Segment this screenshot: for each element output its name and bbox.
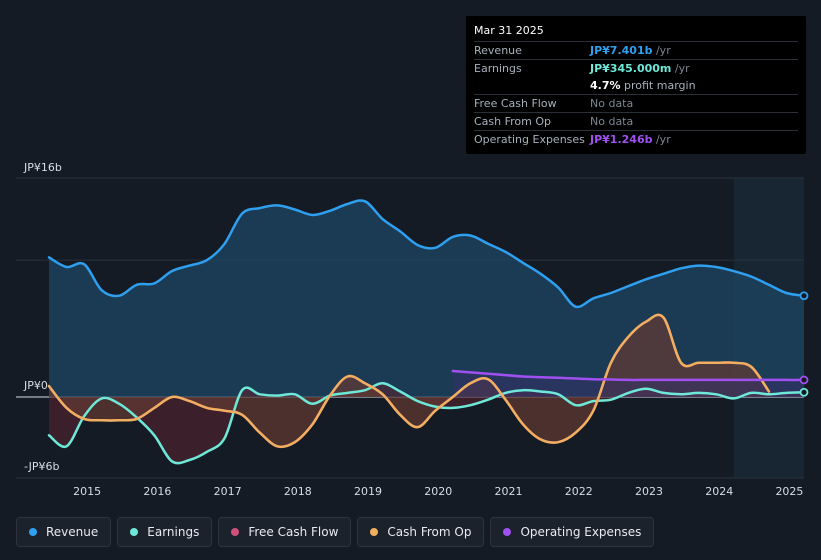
legend-dot-icon: [231, 528, 240, 536]
legend-label: Free Cash Flow: [248, 525, 339, 539]
legend-label: Revenue: [46, 525, 99, 539]
x-tick-label: 2015: [73, 485, 101, 498]
line-revenue: [47, 199, 806, 309]
legend-revenue[interactable]: Revenue: [16, 517, 112, 547]
tooltip-label: Operating Expenses: [474, 133, 585, 146]
legend-label: Operating Expenses: [520, 525, 642, 539]
tooltip-label: Cash From Op: [474, 115, 552, 128]
x-tick-label: 2017: [214, 485, 242, 498]
area-free-cash-flow: [49, 314, 769, 447]
y-tick-label: JP¥16b: [23, 161, 62, 174]
legend-dot-icon: [370, 528, 379, 536]
tooltip: Mar 31 2025 Revenue JP¥7.401b /yr Earnin…: [466, 16, 806, 154]
y-tick-label: JP¥0: [23, 379, 48, 392]
line-operating-expenses: [451, 369, 806, 382]
tooltip-label: Free Cash Flow: [474, 97, 557, 110]
area-revenue: [49, 200, 804, 397]
tooltip-unit: /yr: [652, 44, 671, 57]
x-tick-label: 2022: [565, 485, 593, 498]
legend-dot-icon: [29, 528, 37, 536]
legend-dot-icon: [130, 528, 139, 536]
endpoint-revenue: [799, 291, 809, 301]
endpoint-earnings: [799, 387, 809, 397]
tooltip-row-earnings: Earnings JP¥345.000m /yr: [474, 59, 798, 77]
series-lines: [47, 199, 806, 465]
tooltip-value: JP¥7.401b: [590, 44, 653, 57]
tooltip-unit: /yr: [671, 62, 690, 75]
line-earnings: [47, 382, 806, 465]
x-tick-label: 2019: [354, 485, 382, 498]
legend-label: Cash From Op: [387, 525, 472, 539]
legend-operating-expenses[interactable]: Operating Expenses: [490, 517, 655, 547]
tooltip-value: JP¥345.000m: [590, 62, 672, 75]
tooltip-unit: /yr: [652, 133, 671, 146]
x-axis: 2015 2016 2017 2018 2019 2020 2021 2022 2023 2024…: [73, 485, 803, 498]
legend-free-cash-flow[interactable]: Free Cash Flow: [218, 517, 352, 547]
x-tick-label: 2025: [775, 485, 803, 498]
x-tick-label: 2024: [705, 485, 733, 498]
tooltip-date: Mar 31 2025: [474, 24, 544, 37]
line-cash-from-op: [47, 313, 771, 449]
tooltip-value: No data: [590, 115, 634, 128]
x-tick-label: 2021: [495, 485, 523, 498]
tooltip-label: Earnings: [474, 62, 522, 75]
legend-cash-from-op[interactable]: Cash From Op: [357, 517, 485, 547]
x-tick-label: 2018: [284, 485, 312, 498]
tooltip-row-opex: Operating Expenses JP¥1.246b /yr: [474, 130, 798, 148]
y-axis: JP¥16b JP¥0 -JP¥6b: [23, 161, 62, 473]
tooltip-label: Revenue: [474, 44, 522, 57]
tooltip-margin-label: profit margin: [620, 79, 696, 92]
tooltip-row-margin: 4.7% profit margin: [474, 77, 798, 94]
x-tick-label: 2023: [635, 485, 663, 498]
tooltip-margin-value: 4.7%: [590, 79, 621, 92]
x-tick-label: 2020: [424, 485, 452, 498]
area-earnings: [49, 383, 804, 464]
legend-earnings[interactable]: Earnings: [117, 517, 213, 547]
series-endpoints: [799, 291, 809, 397]
tooltip-row-revenue: Revenue JP¥7.401b /yr: [474, 41, 798, 59]
legend-dot-icon: [503, 528, 512, 536]
area-cash-from-op: [49, 314, 769, 447]
legend: Revenue Earnings Free Cash Flow Cash Fro…: [16, 517, 655, 547]
endpoint-operating-expenses: [799, 375, 809, 385]
tooltip-value: No data: [590, 97, 634, 110]
legend-label: Earnings: [147, 525, 200, 539]
tooltip-row-fcf: Free Cash Flow No data: [474, 94, 798, 112]
x-tick-label: 2016: [143, 485, 171, 498]
tooltip-value: JP¥1.246b: [590, 133, 653, 146]
tooltip-row-cfo: Cash From Op No data: [474, 112, 798, 130]
y-tick-label: -JP¥6b: [24, 460, 59, 473]
